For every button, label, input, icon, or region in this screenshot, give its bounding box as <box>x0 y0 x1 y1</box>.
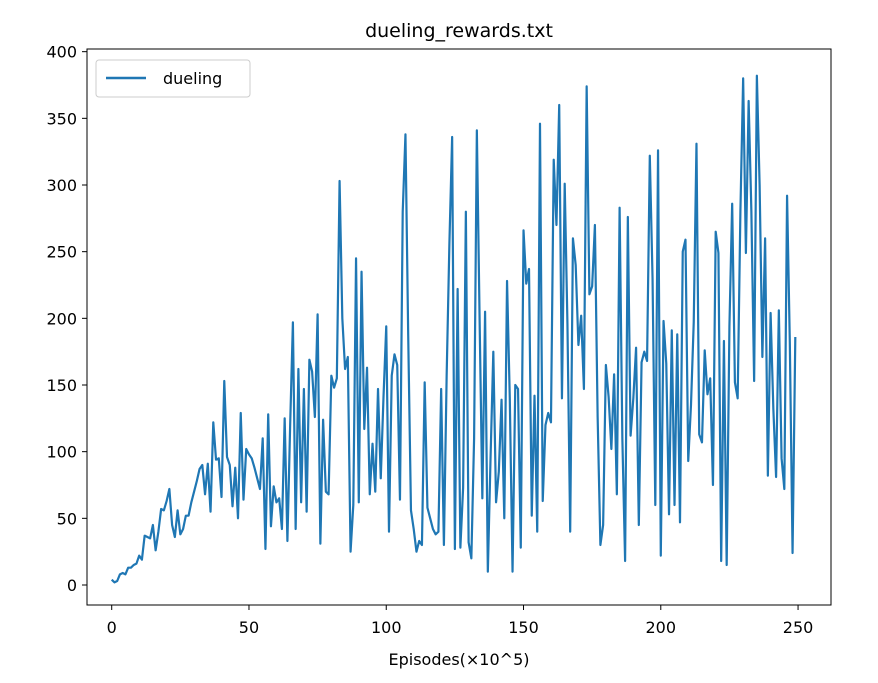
legend-label-dueling: dueling <box>163 69 222 88</box>
series-line-dueling <box>110 74 797 584</box>
y-tick-label: 200 <box>46 309 77 328</box>
y-tick-label: 400 <box>46 43 77 62</box>
x-tick-label: 100 <box>371 618 402 637</box>
y-tick-label: 250 <box>46 243 77 262</box>
y-tick-label: 50 <box>57 509 77 528</box>
legend: dueling <box>95 59 251 98</box>
series-line-group <box>110 74 797 584</box>
x-tick-label: 50 <box>239 618 259 637</box>
x-tick-label: 150 <box>508 618 539 637</box>
y-tick-label: 0 <box>67 576 77 595</box>
plot-frame <box>86 48 832 606</box>
x-tick-label: 0 <box>107 618 117 637</box>
y-tick-label: 350 <box>46 109 77 128</box>
x-tick-label: 250 <box>783 618 814 637</box>
y-tick-label: 100 <box>46 443 77 462</box>
y-tick-label: 300 <box>46 176 77 195</box>
x-tick-label: 200 <box>646 618 677 637</box>
legend-frame <box>95 59 251 98</box>
y-tick-label: 150 <box>46 376 77 395</box>
x-axis-label: Episodes(×10^5) <box>388 650 529 669</box>
y-axis: 0 50 100 150 200 250 300 350 400 <box>46 43 87 595</box>
chart-title: dueling_rewards.txt <box>365 20 553 42</box>
x-axis: 0 50 100 150 200 250 <box>107 605 814 637</box>
